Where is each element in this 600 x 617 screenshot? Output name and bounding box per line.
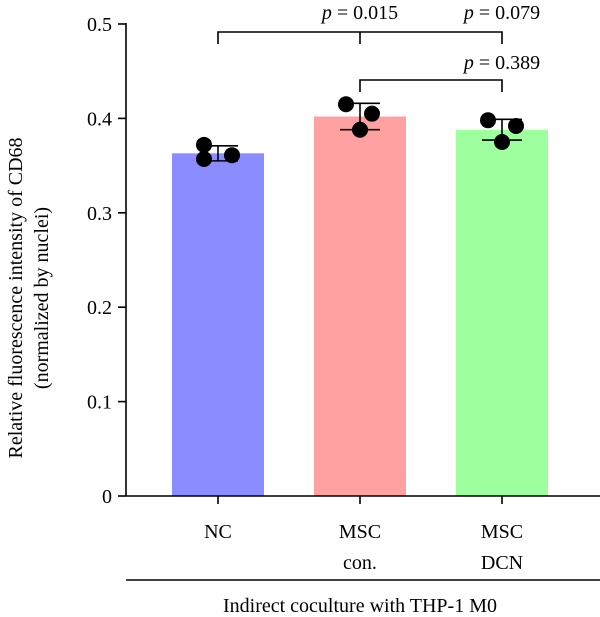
data-point	[224, 147, 240, 164]
y-tick-label: 0.5	[87, 14, 112, 36]
p-value-label: p = 0.389	[462, 52, 540, 74]
p-symbol: p	[462, 2, 474, 24]
x-axis-label: Indirect coculture with THP-1 M0	[223, 595, 497, 617]
y-tick-label: 0	[102, 486, 112, 508]
p-value: = 0.015	[332, 2, 398, 24]
data-point	[508, 117, 524, 134]
y-tick-label: 0.4	[87, 108, 112, 130]
category-label-line2: con.	[343, 552, 377, 574]
p-symbol: p	[320, 2, 332, 24]
y-axis-label-line1: Relative fluorescence intensity of CD68	[5, 137, 27, 458]
data-point	[494, 134, 510, 150]
bar	[314, 116, 406, 497]
y-tick-label: 0.2	[87, 297, 112, 319]
data-point	[196, 136, 212, 153]
p-value: = 0.079	[474, 2, 540, 24]
bar	[172, 153, 264, 496]
bar	[456, 129, 548, 496]
data-point	[338, 96, 354, 113]
category-label: NC	[204, 521, 232, 543]
y-tick-label: 0.3	[87, 203, 112, 225]
p-value-label: p = 0.079	[462, 2, 540, 24]
y-tick-label: 0.1	[87, 392, 112, 414]
category-label: MSC	[481, 521, 523, 543]
p-value: = 0.389	[474, 52, 540, 74]
y-axis-label-line2: (normalized by nuclei)	[31, 207, 53, 389]
p-symbol: p	[462, 52, 474, 74]
significance-bracket	[217, 31, 503, 44]
category-label: MSC	[339, 521, 381, 543]
data-point	[364, 105, 380, 122]
significance-bracket	[359, 79, 503, 92]
category-label-line2: DCN	[481, 552, 523, 574]
p-value-label: p = 0.015	[320, 2, 398, 24]
data-point	[480, 112, 496, 129]
data-point	[196, 150, 212, 167]
data-point	[352, 121, 368, 138]
